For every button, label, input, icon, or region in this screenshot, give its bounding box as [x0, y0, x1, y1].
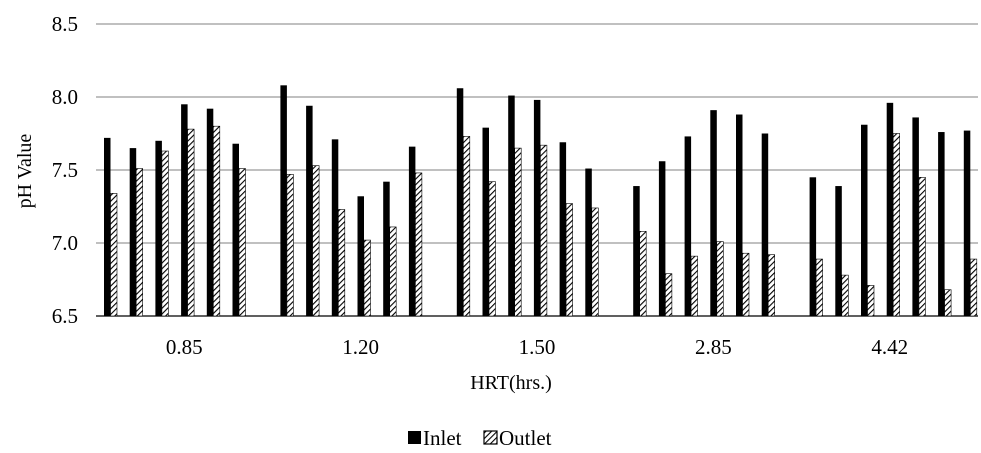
- legend: Inlet Outlet: [408, 426, 552, 450]
- outlet-bar: [161, 150, 169, 317]
- inlet-bar: [206, 108, 214, 317]
- y-tick-labels: 6.5 7.0 7.5 8.0 8.5: [52, 12, 78, 328]
- outlet-bar: [591, 207, 599, 317]
- outlet-bar: [565, 203, 573, 317]
- inlet-bar: [835, 186, 842, 316]
- inlet-bar: [684, 136, 692, 316]
- outlet-bar: [540, 144, 548, 317]
- outlet-bar: [742, 252, 750, 317]
- inlet-bar: [482, 127, 489, 316]
- outlet-bar: [514, 147, 522, 317]
- outlet-bar: [665, 273, 673, 317]
- x-tick-label: 1.20: [342, 335, 379, 359]
- inlet-bar: [658, 161, 666, 316]
- inlet-bar: [559, 142, 567, 316]
- inlet-bar: [963, 130, 971, 316]
- bars: [104, 85, 978, 317]
- outlet-bar: [415, 172, 423, 317]
- inlet-bar: [585, 168, 592, 316]
- inlet-bar: [306, 105, 313, 316]
- outlet-bar: [135, 168, 143, 317]
- x-tick-label: 2.85: [695, 335, 732, 359]
- outlet-bar: [110, 193, 118, 317]
- outlet-bar: [815, 258, 823, 317]
- inlet-bar: [129, 148, 137, 316]
- inlet-bar: [456, 88, 464, 317]
- outlet-bar: [767, 254, 776, 317]
- x-axis-title: HRT(hrs.): [470, 372, 552, 394]
- y-tick-label: 7.0: [52, 231, 78, 255]
- y-tick-label: 7.5: [52, 158, 78, 182]
- outlet-bar: [841, 274, 849, 317]
- inlet-bar: [383, 181, 390, 316]
- inlet-bar: [861, 124, 868, 317]
- inlet-bar: [155, 140, 162, 316]
- y-tick-label: 8.0: [52, 85, 78, 109]
- inlet-bar: [533, 99, 541, 316]
- outlet-bar: [944, 289, 952, 317]
- inlet-bar: [104, 137, 111, 316]
- inlet-bar: [809, 177, 817, 316]
- outlet-bar: [867, 285, 875, 317]
- outlet-bar: [213, 125, 221, 317]
- outlet-bar: [716, 241, 724, 317]
- inlet-bar: [232, 143, 239, 316]
- inlet-bar: [181, 104, 188, 316]
- inlet-bar: [357, 196, 364, 316]
- outlet-bar: [639, 231, 647, 317]
- inlet-bar: [736, 114, 743, 317]
- outlet-bar: [389, 226, 397, 317]
- inlet-bar: [508, 95, 515, 316]
- x-tick-label: 0.85: [166, 335, 203, 359]
- inlet-bar: [408, 146, 416, 316]
- outlet-bar: [969, 258, 978, 317]
- outlet-bar: [337, 209, 346, 317]
- outlet-bar: [918, 177, 926, 317]
- outlet-bar: [892, 133, 901, 317]
- inlet-bar: [710, 110, 717, 316]
- outlet-bar: [363, 239, 371, 317]
- legend-inlet-swatch: [408, 431, 421, 444]
- outlet-bar: [286, 174, 294, 317]
- y-tick-label: 6.5: [52, 304, 78, 328]
- outlet-bar: [238, 168, 246, 317]
- outlet-bar: [488, 181, 496, 317]
- x-tick-labels: 0.85 1.20 1.50 2.85 4.42: [166, 335, 908, 359]
- inlet-bar: [331, 139, 339, 316]
- outlet-bar: [312, 165, 320, 317]
- inlet-bar: [633, 186, 640, 316]
- inlet-bar: [761, 133, 769, 316]
- y-axis-title: pH Value: [14, 134, 36, 209]
- x-tick-label: 4.42: [871, 335, 908, 359]
- x-tick-label: 1.50: [519, 335, 556, 359]
- inlet-bar: [280, 85, 287, 316]
- outlet-bar: [187, 128, 195, 317]
- y-tick-label: 8.5: [52, 12, 78, 36]
- legend-outlet-label: Outlet: [499, 426, 552, 450]
- inlet-bar: [912, 117, 919, 316]
- legend-outlet-swatch: [483, 430, 498, 445]
- outlet-bar: [462, 136, 471, 317]
- inlet-bar: [938, 132, 945, 316]
- inlet-bar: [886, 102, 894, 316]
- outlet-bar: [690, 255, 698, 317]
- legend-inlet-label: Inlet: [423, 426, 462, 450]
